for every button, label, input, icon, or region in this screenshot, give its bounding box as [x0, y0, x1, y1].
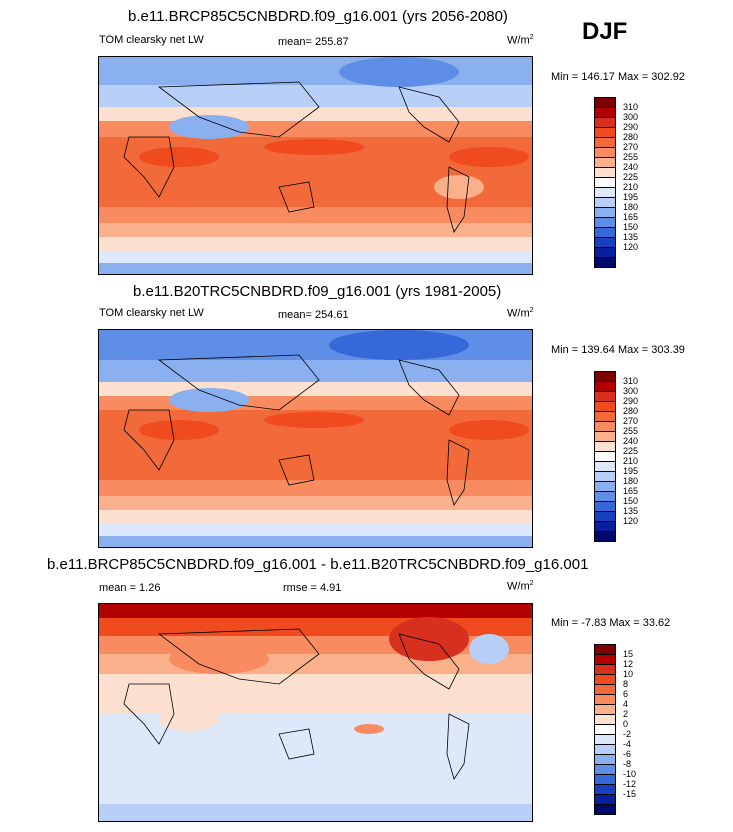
colorbar-box	[594, 531, 616, 542]
colorbar-tick: 12	[623, 659, 634, 669]
panel1-map	[98, 56, 533, 275]
colorbar-tick: 225	[623, 446, 639, 456]
colorbar-tick: -12	[623, 779, 637, 789]
colorbar-tick: 195	[623, 192, 639, 202]
colorbar-tick: -2	[623, 729, 632, 739]
colorbar-tick: 290	[623, 396, 639, 406]
colorbar-tick: 150	[623, 496, 639, 506]
colorbar-tick: 150	[623, 222, 639, 232]
panel1-title: b.e11.BRCP85C5CNBDRD.f09_g16.001 (yrs 20…	[128, 8, 508, 25]
colorbar-tick: 255	[623, 152, 639, 162]
colorbar-tick: 210	[623, 456, 639, 466]
colorbar-tick: 195	[623, 466, 639, 476]
colorbar-tick: 290	[623, 122, 639, 132]
colorbar-tick: 280	[623, 406, 639, 416]
colorbar-tick: 310	[623, 376, 639, 386]
colorbar-tick: 120	[623, 516, 639, 526]
panel1-minmax: Min = 146.17 Max = 302.92	[551, 71, 685, 83]
colorbar-tick: 135	[623, 506, 639, 516]
colorbar-tick: 15	[623, 649, 634, 659]
colorbar-tick: 6	[623, 689, 629, 699]
panel1-variable-label: TOM clearsky net LW	[99, 34, 204, 46]
colorbar-tick: 4	[623, 699, 629, 709]
panel2-mean-label: mean= 254.61	[278, 309, 349, 321]
panel3-colorbar: 15 12 10 8 6 4 2 0 -2 -4 -6 -8 -10 -12 -…	[594, 644, 654, 819]
panel2-map	[98, 329, 533, 548]
panel1-units: W/m2	[507, 34, 534, 47]
colorbar-tick: 300	[623, 112, 639, 122]
panel2-variable-label: TOM clearsky net LW	[99, 307, 204, 319]
colorbar-tick: 310	[623, 102, 639, 112]
colorbar-tick: 270	[623, 416, 639, 426]
colorbar-tick: 255	[623, 426, 639, 436]
panel3-map	[98, 603, 533, 822]
panel3-map-field	[99, 604, 532, 821]
colorbar-box	[594, 804, 616, 815]
panel2-title: b.e11.B20TRC5CNBDRD.f09_g16.001 (yrs 198…	[133, 283, 502, 300]
colorbar-tick: 240	[623, 162, 639, 172]
panel1-map-field	[99, 57, 532, 274]
panel3-title: b.e11.BRCP85C5CNBDRD.f09_g16.001 - b.e11…	[47, 556, 589, 573]
colorbar-tick: -6	[623, 749, 632, 759]
colorbar-tick: 165	[623, 486, 639, 496]
panel1-colorbar: 310 300 290 280 270 255 240 225 210 195 …	[594, 97, 654, 272]
colorbar-tick: 2	[623, 709, 629, 719]
colorbar-tick: 135	[623, 232, 639, 242]
colorbar-tick: -4	[623, 739, 632, 749]
panel2-colorbar: 310 300 290 280 270 255 240 225 210 195 …	[594, 371, 654, 546]
panel2-units: W/m2	[507, 307, 534, 320]
colorbar-tick: 180	[623, 476, 639, 486]
colorbar-tick: -8	[623, 759, 632, 769]
panel2-map-field	[99, 330, 532, 547]
panel3-minmax: Min = -7.83 Max = 33.62	[551, 617, 671, 629]
panel3-rmse-label: rmse = 4.91	[283, 582, 342, 594]
season-label: DJF	[582, 18, 628, 45]
panel2-minmax: Min = 139.64 Max = 303.39	[551, 344, 685, 356]
colorbar-tick: 180	[623, 202, 639, 212]
colorbar-tick: 210	[623, 182, 639, 192]
colorbar-tick: 300	[623, 386, 639, 396]
colorbar-tick: 280	[623, 132, 639, 142]
colorbar-tick: -10	[623, 769, 637, 779]
colorbar-tick: 0	[623, 719, 629, 729]
panel3-mean-label: mean = 1.26	[99, 582, 161, 594]
colorbar-tick: 120	[623, 242, 639, 252]
panel1-mean-label: mean= 255.87	[278, 36, 349, 48]
colorbar-box	[594, 257, 616, 268]
panel3-units: W/m2	[507, 580, 534, 593]
colorbar-tick: 225	[623, 172, 639, 182]
colorbar-tick: 165	[623, 212, 639, 222]
colorbar-tick: 8	[623, 679, 629, 689]
colorbar-tick: 10	[623, 669, 634, 679]
colorbar-tick: 270	[623, 142, 639, 152]
colorbar-tick: -15	[623, 789, 637, 799]
colorbar-tick: 240	[623, 436, 639, 446]
